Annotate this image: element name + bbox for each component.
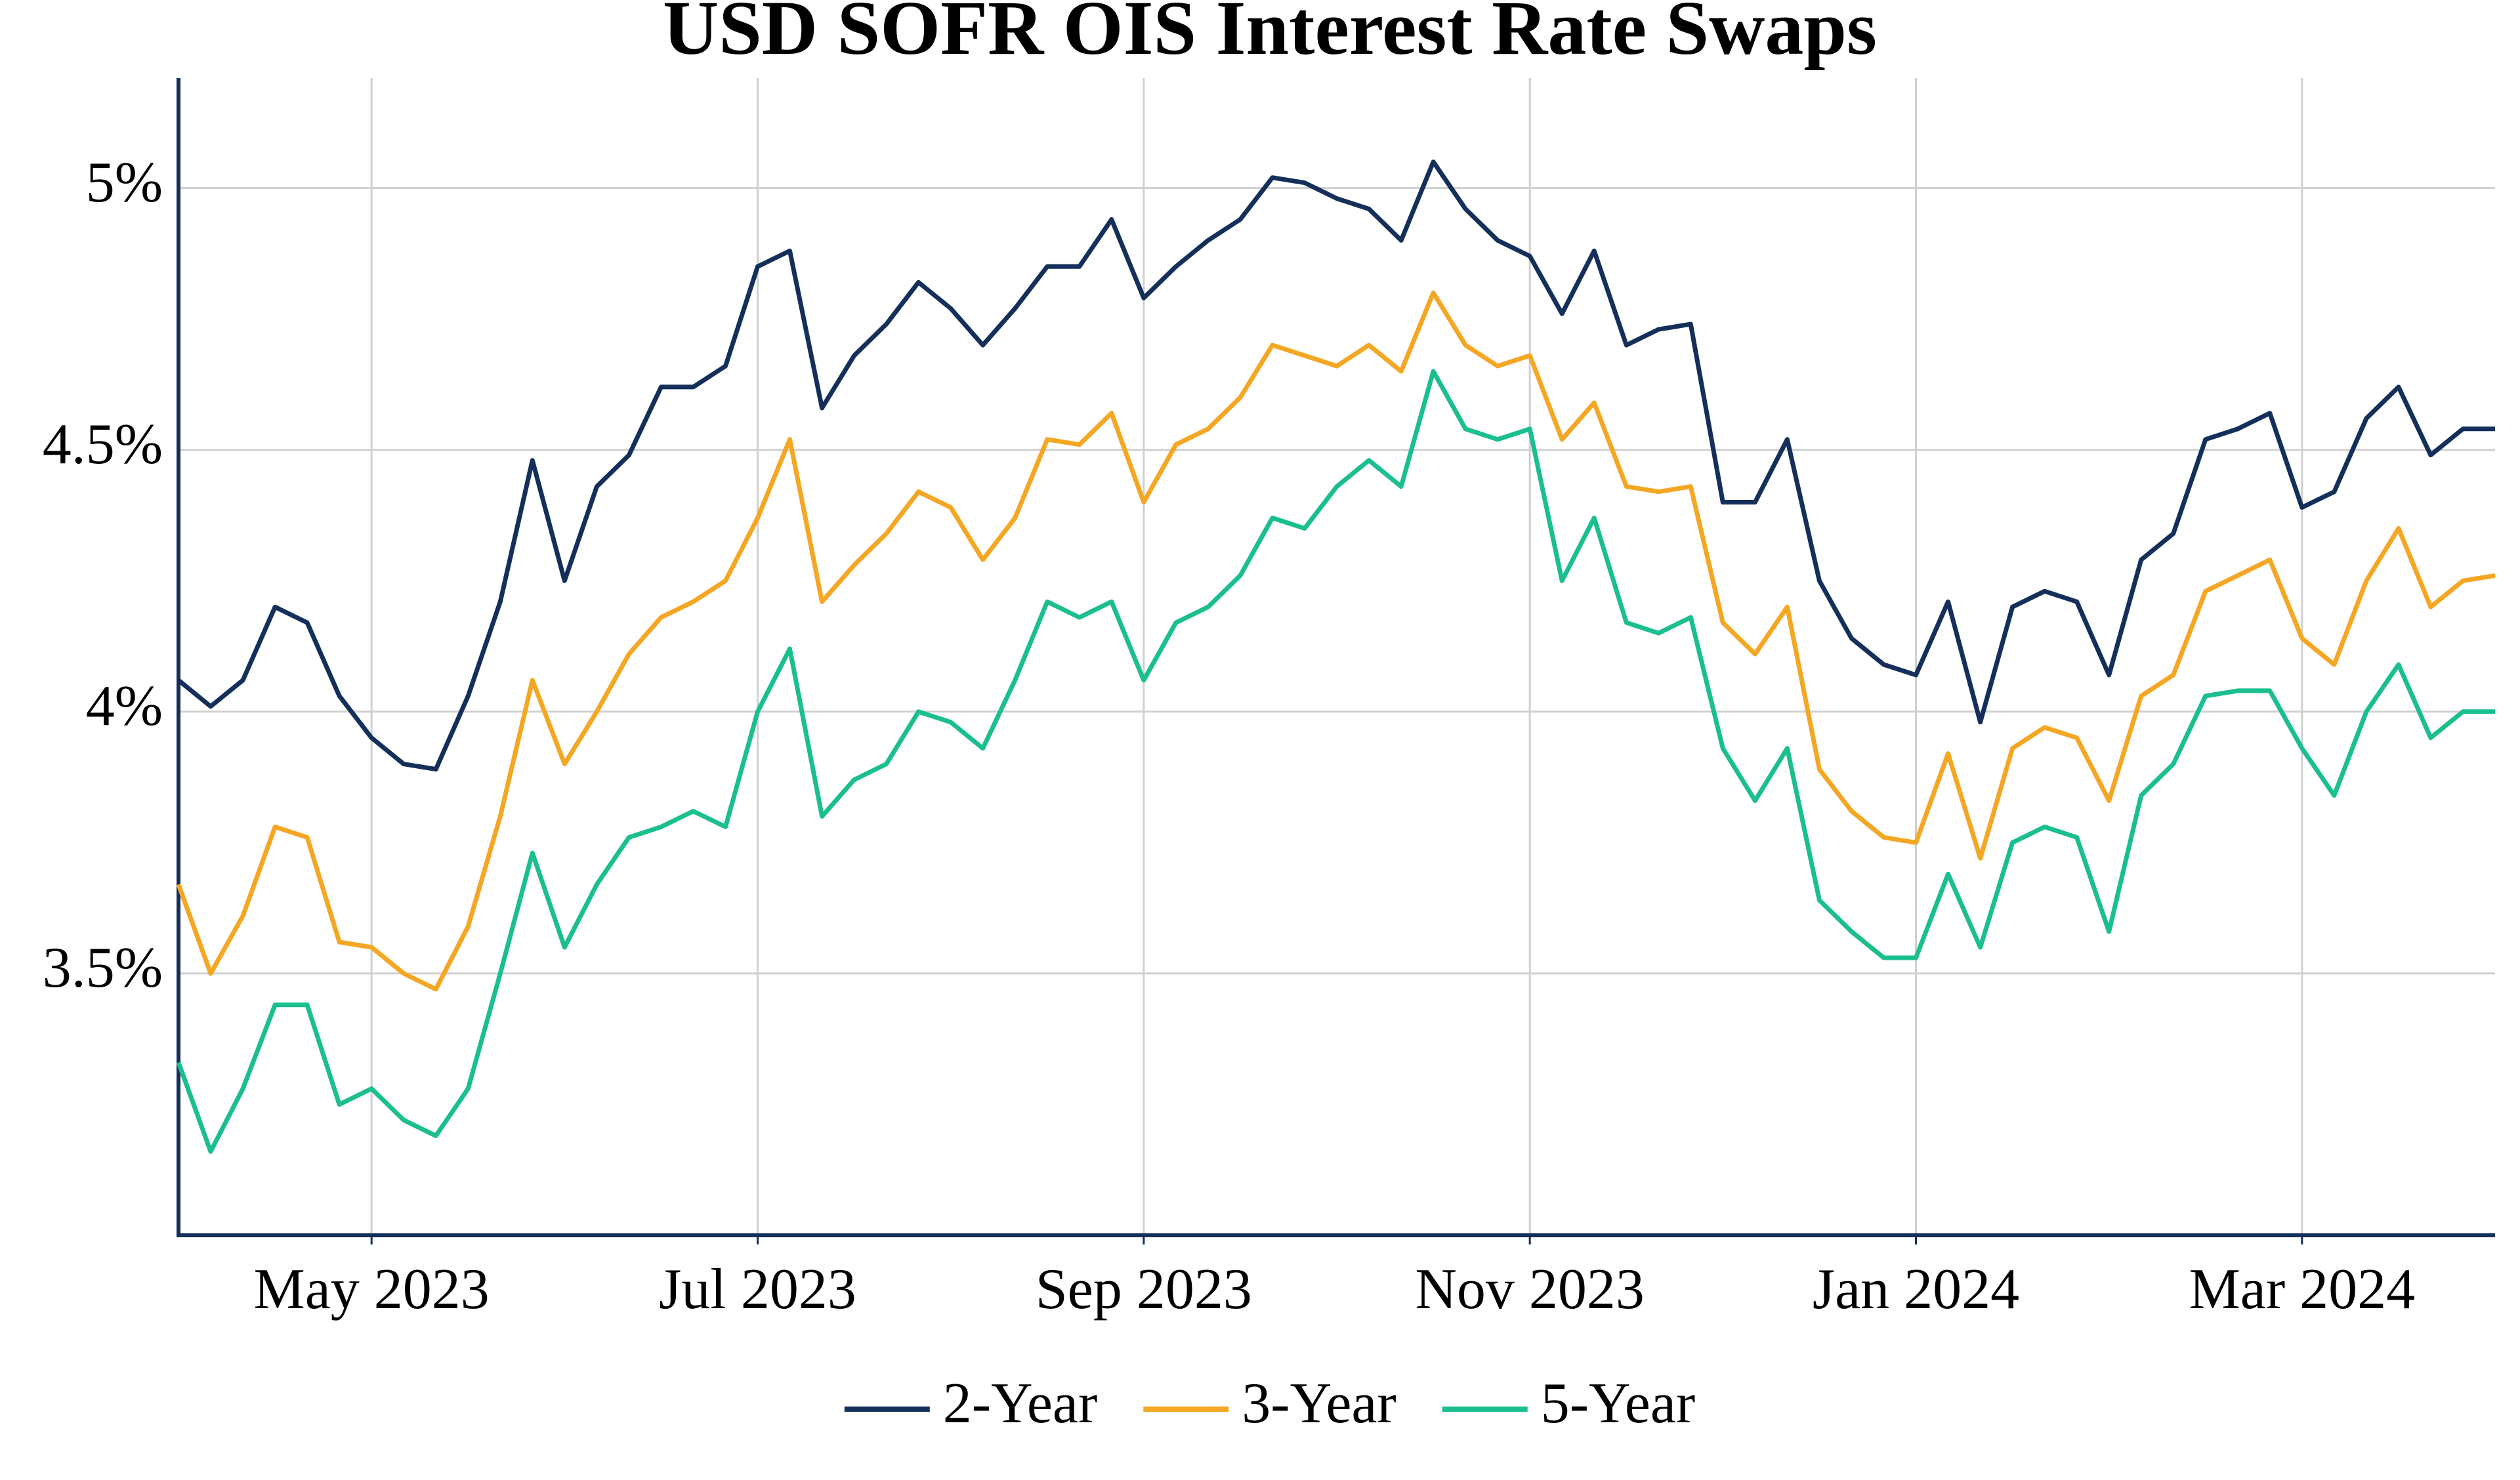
x-tick-label: Nov 2023 <box>1415 1258 1645 1321</box>
series-line <box>176 290 2496 992</box>
y-tick-label: 4.5% <box>43 413 163 476</box>
legend: 2-Year 3-Year 5-Year <box>844 1372 1695 1435</box>
y-tick-label: 4% <box>86 674 163 738</box>
x-tick-label: May 2023 <box>254 1258 490 1321</box>
x-tick-label: Jan 2024 <box>1813 1258 2019 1321</box>
x-tick-label: Mar 2024 <box>2189 1258 2416 1321</box>
series-line <box>177 159 2495 772</box>
legend-label: 2-Year <box>943 1372 1097 1435</box>
y-tick-label: 5% <box>86 151 163 215</box>
y-tick-label: 3.5% <box>43 936 163 1000</box>
series-line <box>176 369 2495 1154</box>
legend-label: 3-Year <box>1242 1372 1396 1435</box>
chart-title: USD SOFR OIS Interest Rate Swaps <box>663 0 1877 71</box>
x-tick-label: Jul 2023 <box>659 1258 856 1321</box>
x-tick-label: Sep 2023 <box>1036 1258 1252 1321</box>
legend-label: 5-Year <box>1541 1372 1695 1435</box>
